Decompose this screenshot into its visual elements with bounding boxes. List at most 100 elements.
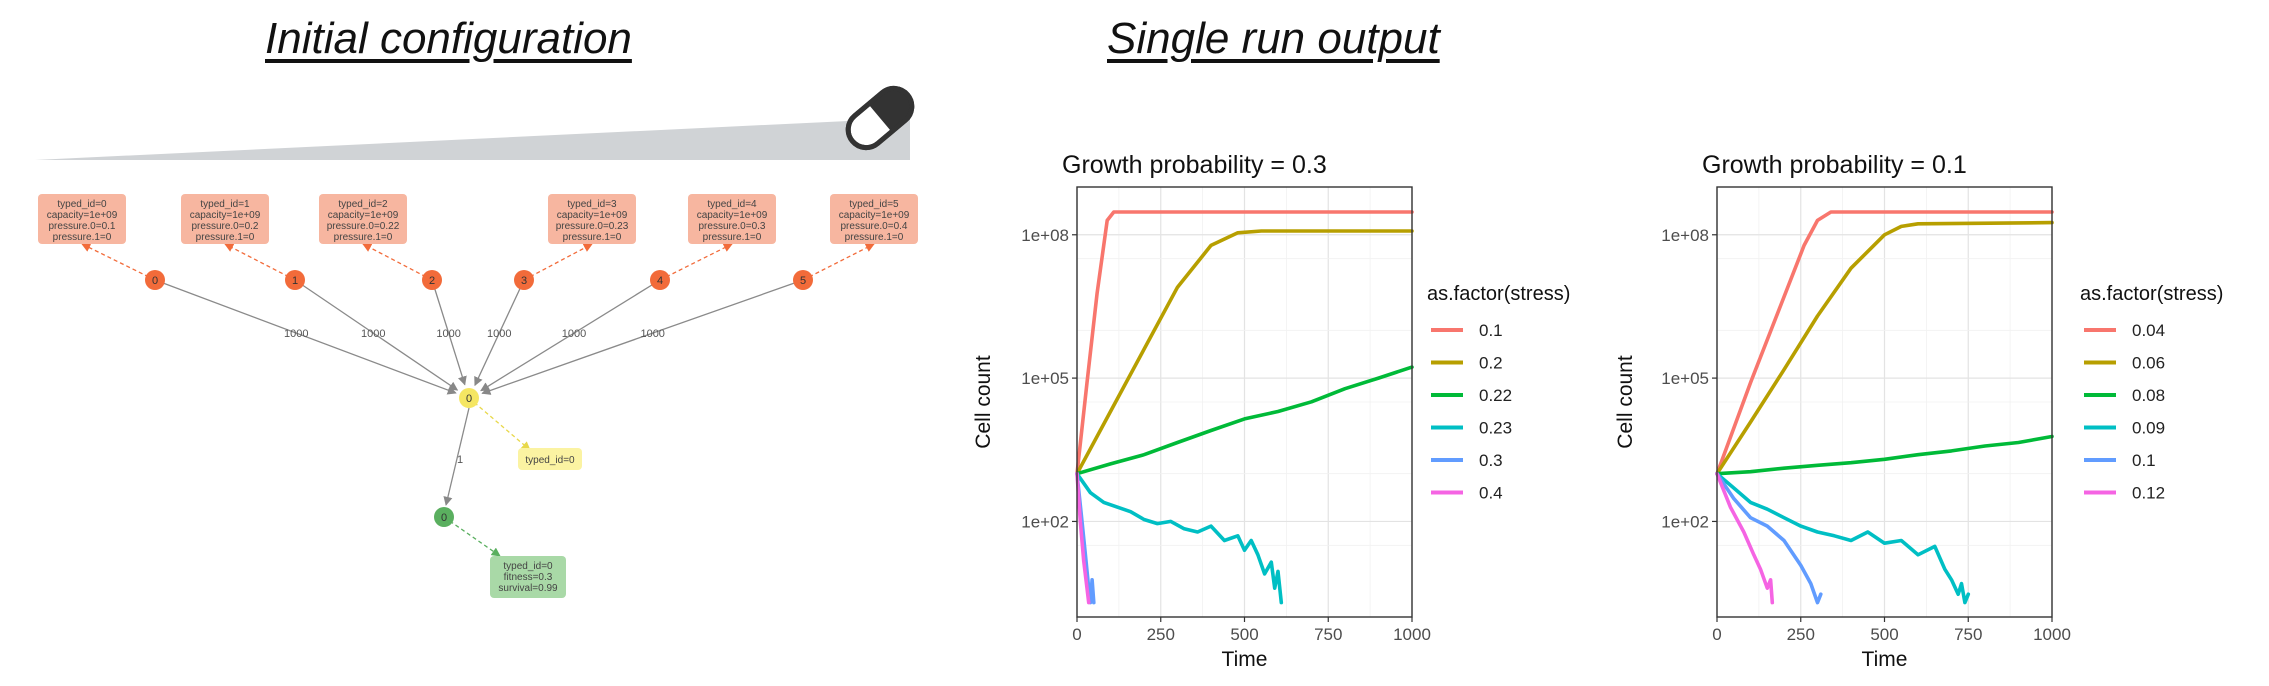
x-tick-label: 750 [1954,625,1982,644]
edge-label: 1 [457,454,463,466]
series-line-0-08 [1715,434,2054,476]
stress-type-box [830,194,918,244]
stress-node [422,270,442,290]
edge-stress-type [224,243,296,281]
edge-stress-type [362,243,433,281]
y-axis-label: Cell count [972,355,995,449]
stress-node-label: 3 [521,275,527,287]
x-tick-label: 0 [1712,625,1721,644]
series-line-0-1 [1075,210,1414,476]
stress-type-text: pressure.0=0.23 [556,221,629,232]
edge-label: 1000 [487,328,511,340]
pill-icon [845,85,915,151]
y-tick-label: 1e+05 [1021,369,1069,388]
population-node-label: 0 [466,393,472,405]
stress-type-text: pressure.0=0.22 [327,221,400,232]
edge-population-mutation [443,407,470,506]
edge-stress-5 [481,279,804,395]
stress-type-box [319,194,407,244]
stress-type-text: typed_id=2 [338,199,388,210]
edge-label: 1000 [436,328,460,340]
legend-title: as.factor(stress) [1427,283,1570,305]
legend-label: 0.08 [2132,386,2165,405]
stress-type-box [181,194,269,244]
stress-node [650,270,670,290]
stress-type-text: capacity=1e+09 [47,210,118,221]
series-line-0-1 [1715,471,1823,605]
stress-type-text: typed_id=4 [707,199,757,210]
legend-label: 0.2 [1479,354,1503,373]
series-line-0-06 [1715,220,2054,476]
stress-node [793,270,813,290]
stress-type-text: pressure.1=0 [196,232,255,243]
edge-stress-4 [480,279,661,392]
legend-label: 0.06 [2132,354,2165,373]
stress-type-box [38,194,126,244]
legend-label: 0.12 [2132,484,2165,503]
legend-label: 0.23 [1479,419,1512,438]
edge-label: 1000 [562,328,586,340]
stress-type-text: pressure.0=0.4 [841,221,908,232]
y-axis-label: Cell count [1614,355,1637,449]
population-node [459,388,479,408]
edge-stress-3 [474,279,525,387]
series-line-0-04 [1715,210,2054,476]
stress-type-text: pressure.0=0.1 [49,221,116,232]
x-axis-label: Time [1862,648,1908,671]
y-tick-label: 1e+08 [1661,226,1709,245]
edge-stress-0 [154,279,457,395]
legend-label: 0.1 [1479,321,1503,340]
stress-type-text: typed_id=1 [200,199,250,210]
series-line-0-22 [1075,365,1414,476]
population-type-box [518,448,582,470]
legend-label: 0.04 [2132,321,2165,340]
mutation-type-text: typed_id=0 [503,561,553,572]
stress-type-box [548,194,636,244]
series-line-0-4 [1075,471,1091,605]
y-tick-label: 1e+02 [1661,512,1709,531]
stress-node-label: 1 [292,275,298,287]
x-tick-label: 1000 [1393,625,1431,644]
heading-initial-configuration: Initial configuration [265,14,632,63]
stress-node [514,270,534,290]
series-line-0-12 [1715,471,1775,605]
stress-type-text: typed_id=3 [567,199,617,210]
edge-label: 1000 [284,328,308,340]
stress-type-text: pressure.1=0 [53,232,112,243]
stress-node-label: 4 [657,275,663,287]
legend-title: as.factor(stress) [2080,283,2223,305]
x-tick-label: 0 [1072,625,1081,644]
stress-type-text: pressure.0=0.3 [699,221,766,232]
mutation-node-label: 0 [441,512,447,524]
y-tick-label: 1e+05 [1661,369,1709,388]
edge-stress-1 [294,279,459,391]
population-type-text: typed_id=0 [525,455,575,466]
stress-node-label: 5 [800,275,806,287]
x-tick-label: 500 [1870,625,1898,644]
x-tick-label: 500 [1230,625,1258,644]
stress-node-label: 0 [152,275,158,287]
y-tick-label: 1e+08 [1021,226,1069,245]
stress-type-text: pressure.1=0 [845,232,904,243]
y-tick-label: 1e+02 [1021,512,1069,531]
stress-gradient-wedge [35,118,910,160]
edge-stress-type [802,243,875,281]
edge-label: 1000 [640,328,664,340]
x-tick-label: 250 [1787,625,1815,644]
legend-label: 0.4 [1479,484,1503,503]
stress-type-text: pressure.0=0.2 [192,221,259,232]
edge-stress-2 [431,279,467,386]
stress-type-text: capacity=1e+09 [697,210,768,221]
x-tick-label: 250 [1147,625,1175,644]
stress-node-label: 2 [429,275,435,287]
stress-type-text: capacity=1e+09 [190,210,261,221]
legend-label: 0.22 [1479,386,1512,405]
stress-node [285,270,305,290]
legend-label: 0.3 [1479,451,1503,470]
stress-type-text: capacity=1e+09 [557,210,628,221]
stress-type-text: capacity=1e+09 [839,210,910,221]
edge-population-type [468,397,531,451]
mutation-type-text: fitness=0.3 [504,572,553,583]
legend-label: 0.1 [2132,451,2156,470]
